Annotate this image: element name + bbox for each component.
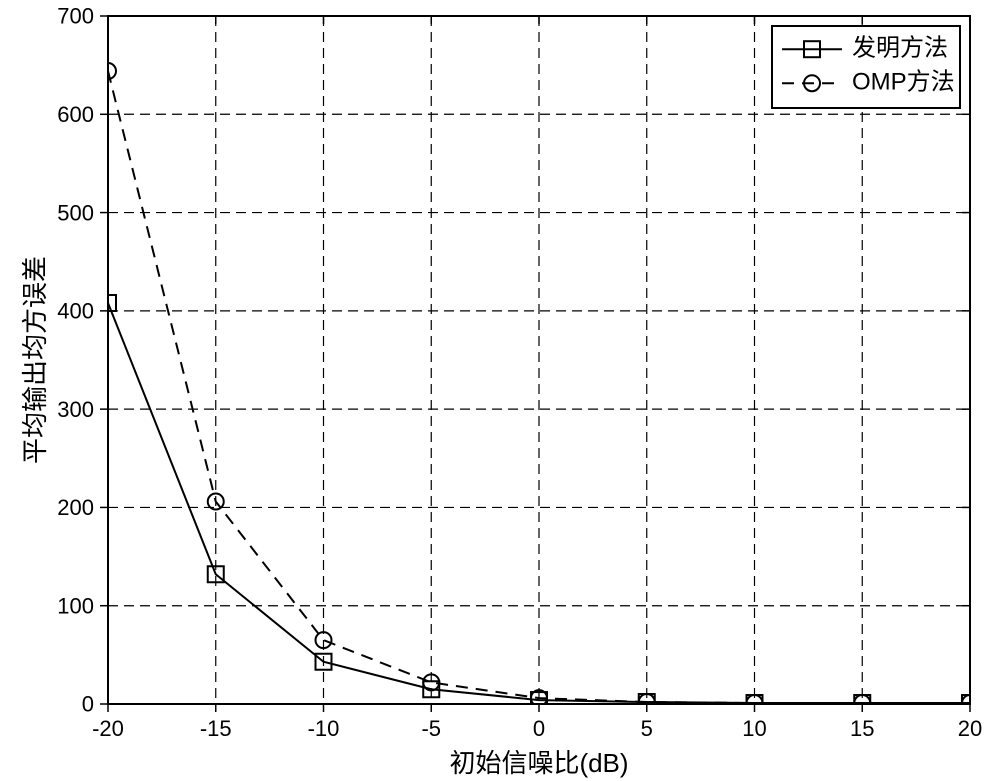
- xtick-label: -20: [92, 716, 124, 741]
- ytick-label: 0: [82, 692, 94, 717]
- ytick-label: 100: [57, 593, 94, 618]
- xtick-label: -15: [200, 716, 232, 741]
- legend-label: OMP方法: [852, 69, 955, 96]
- ytick-label: 500: [57, 200, 94, 225]
- xtick-label: -10: [308, 716, 340, 741]
- ytick-label: 300: [57, 397, 94, 422]
- xtick-label: 20: [958, 716, 982, 741]
- y-axis-label: 平均输出均方误差: [20, 256, 50, 464]
- chart-svg: -20-15-10-505101520010020030040050060070…: [0, 0, 1000, 781]
- xtick-label: -5: [421, 716, 441, 741]
- ytick-label: 200: [57, 495, 94, 520]
- xtick-label: 10: [742, 716, 766, 741]
- ytick-label: 600: [57, 102, 94, 127]
- ytick-label: 700: [57, 4, 94, 29]
- xtick-label: 15: [850, 716, 874, 741]
- legend-label: 发明方法: [852, 35, 948, 62]
- chart-container: -20-15-10-505101520010020030040050060070…: [0, 0, 1000, 781]
- xtick-label: 0: [533, 716, 545, 741]
- xtick-label: 5: [641, 716, 653, 741]
- legend: 发明方法 OMP方法: [772, 26, 960, 108]
- ytick-label: 400: [57, 299, 94, 324]
- x-axis-label: 初始信噪比(dB): [449, 748, 628, 778]
